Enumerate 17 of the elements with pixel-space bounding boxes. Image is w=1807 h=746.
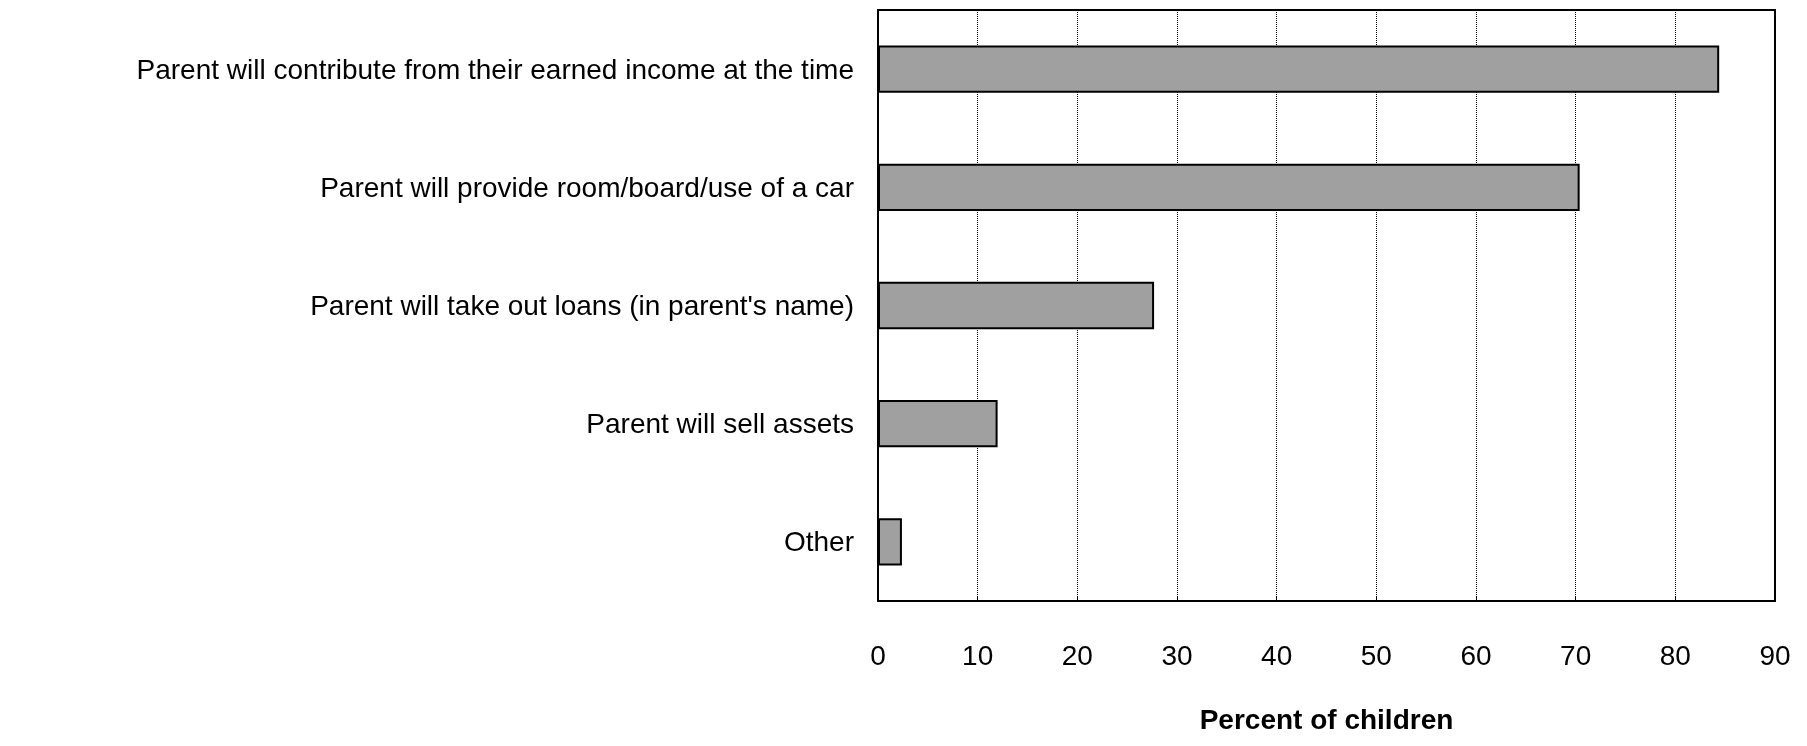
x-tick-label: 10 [962, 639, 994, 671]
x-tick-label: 80 [1659, 639, 1691, 671]
x-tick-label: 40 [1261, 639, 1293, 671]
x-tick-label: 60 [1460, 639, 1492, 671]
y-tick-label: Parent will provide room/board/use of a car [320, 171, 854, 203]
y-tick-label: Other [783, 526, 854, 558]
y-tick-label: Parent will contribute from their earned income at the time [136, 53, 854, 85]
x-tick-label: 90 [1759, 639, 1791, 671]
x-axis-title: Percent of children [1199, 703, 1454, 735]
x-tick-label: 50 [1360, 639, 1392, 671]
y-tick-label: Parent will take out loans (in parent's name) [310, 290, 854, 321]
y-tick-label: Parent will sell assets [586, 408, 854, 440]
bar [878, 518, 902, 566]
x-tick-label: 20 [1061, 639, 1093, 671]
x-tick-label: 30 [1161, 639, 1193, 671]
x-tick-label: 0 [870, 639, 886, 671]
x-tick-label: 70 [1560, 639, 1592, 671]
